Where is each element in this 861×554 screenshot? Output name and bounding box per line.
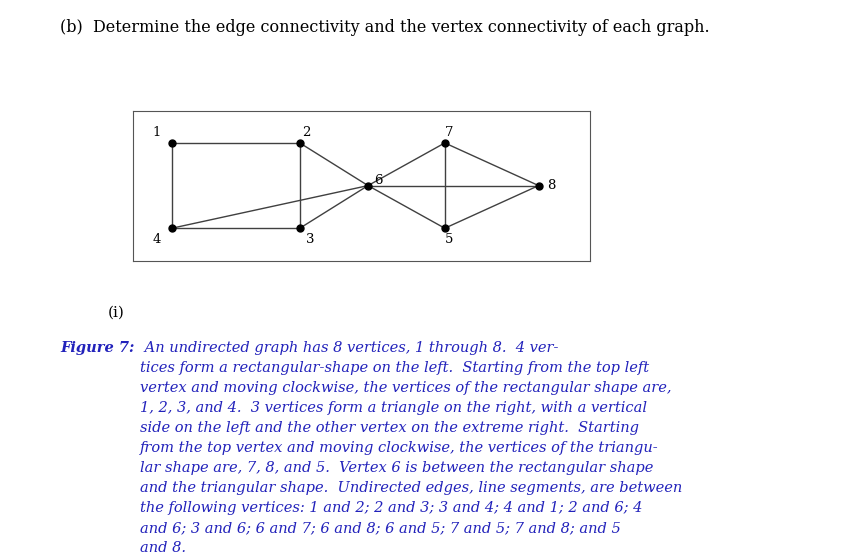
Text: 3: 3 (306, 233, 314, 246)
Text: 7: 7 (445, 126, 453, 139)
Text: 8: 8 (548, 179, 555, 192)
Text: Figure 7:: Figure 7: (60, 341, 134, 355)
Text: 1: 1 (152, 126, 161, 139)
Text: 6: 6 (374, 174, 382, 187)
Text: 4: 4 (152, 233, 161, 246)
Text: 2: 2 (302, 126, 311, 139)
Text: 5: 5 (445, 233, 453, 246)
Text: (b)  Determine the edge connectivity and the vertex connectivity of each graph.: (b) Determine the edge connectivity and … (60, 19, 710, 37)
Text: (i): (i) (108, 306, 125, 320)
Text: An undirected graph has 8 vertices, 1 through 8.  4 ver-
tices form a rectangula: An undirected graph has 8 vertices, 1 th… (140, 341, 683, 554)
